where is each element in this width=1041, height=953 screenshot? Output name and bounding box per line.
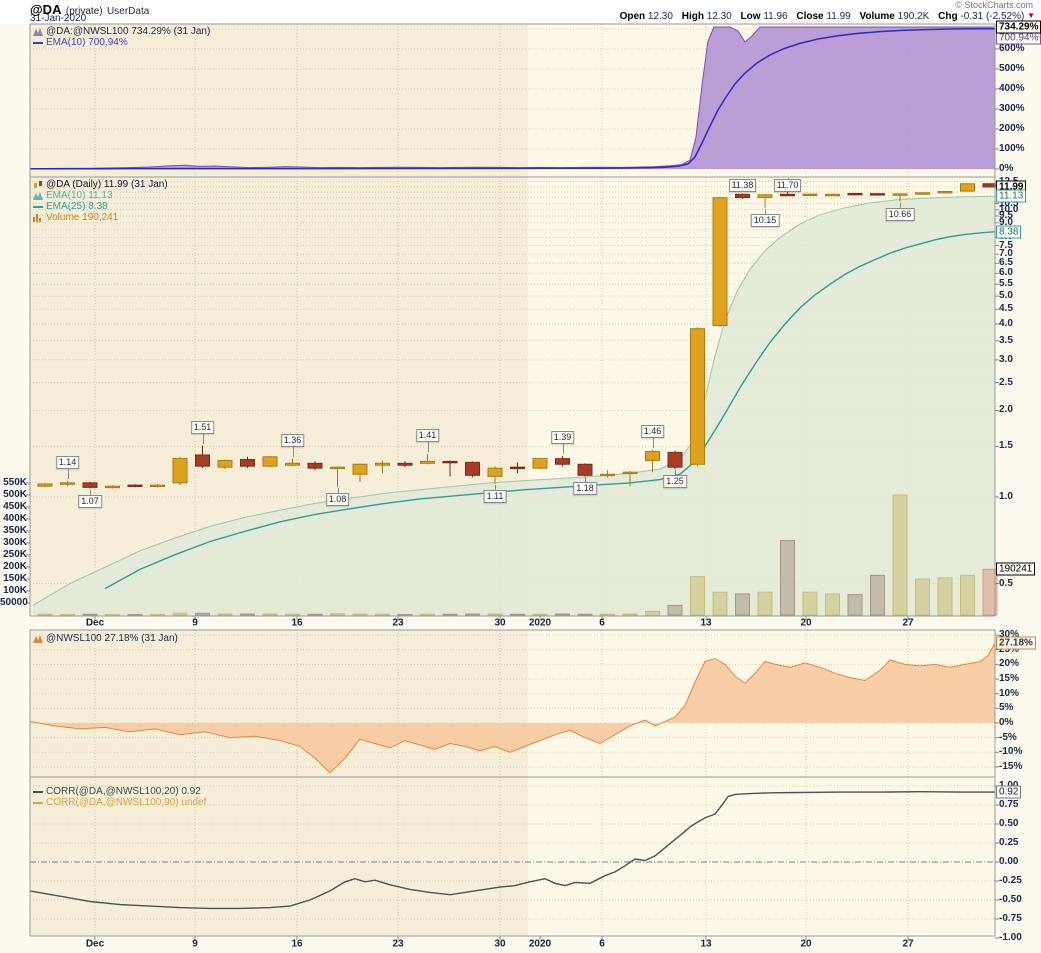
chart-canvas (0, 23, 1041, 953)
stockcharts-page: @DA (private) UserData 31-Jan-2020 © Sto… (0, 0, 1041, 953)
